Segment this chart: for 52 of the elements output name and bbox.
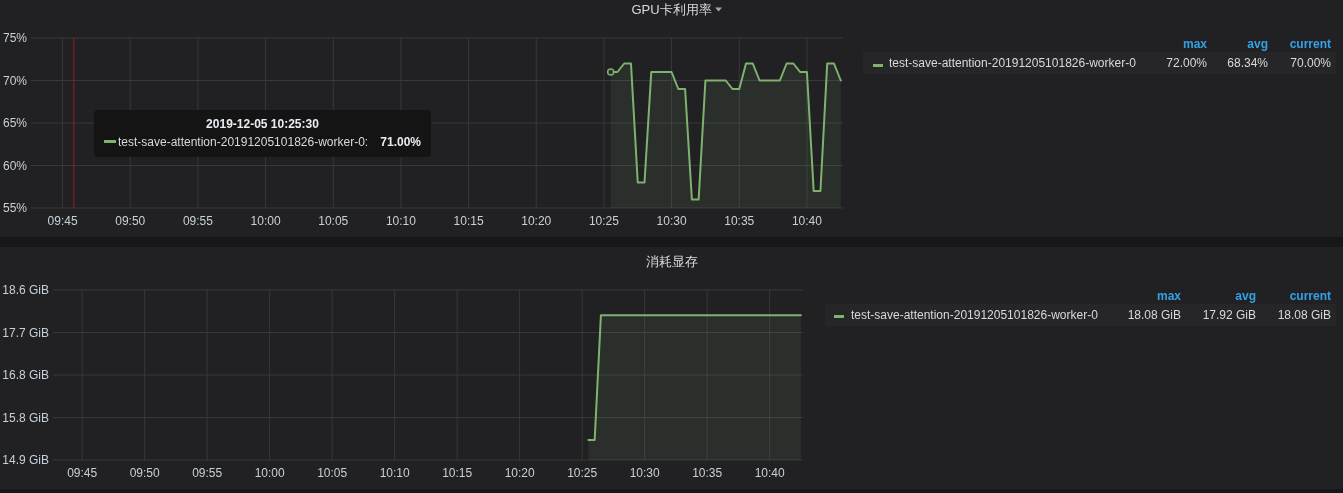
legend-label: test-save-attention-20191205101826-worker-0 [889,56,1137,70]
x-tick-label: 10:25 [567,466,598,480]
text: current [1289,37,1331,51]
x-tick-label: 10:05 [318,214,349,228]
x-tick-label: 09:55 [192,466,223,480]
text: 68.34% [1227,56,1269,70]
text: current [1289,289,1331,303]
x-tick-label: 10:15 [453,214,484,228]
x-tick-label: 10:35 [692,466,723,480]
x-tick-label: 09:55 [182,214,214,228]
x-tick-label: 09:45 [67,466,98,480]
text: max [1156,289,1182,303]
x-tick-label: 09:50 [129,466,161,480]
x-tick-label: 10:20 [521,214,552,228]
x-tick-label: 10:30 [629,466,661,480]
y-tick-label: 55% [2,201,28,215]
text: 18.08 GiB [1277,308,1331,322]
y-tick-label: 65% [2,116,28,130]
annotation: 2019-12-05 10:25:30 test-save-attention-20191205101826-worker-0: 71.00% [118,117,422,149]
text: 17.92 GiB [1202,308,1256,322]
x-tick-label: 10:25 [588,214,620,228]
y-tick-label: 18.6 GiB [2,283,49,297]
x-tick-label: 10:40 [754,466,786,480]
y-tick-label: 14.9 GiB [2,453,49,467]
text: 72.00% [1166,56,1208,70]
y-tick-label: 70% [2,73,28,88]
x-tick-label: 10:40 [791,214,823,228]
title: GPU卡利用率 [631,1,712,17]
y-tick-label: 60% [2,158,28,173]
x-tick-label: 10:05 [317,466,348,480]
x-tick-label: 10:00 [250,214,281,228]
y-tick-label: 75% [2,31,28,45]
x-tick-label: 10:20 [504,466,536,480]
x-tick-label: 09:45 [47,214,78,228]
text: avg [1235,289,1256,303]
y-tick-label: 15.8 GiB [2,410,49,425]
y-tick-label: 16.8 GiB [2,368,49,382]
x-tick-label: 10:30 [656,214,687,228]
text: max [1182,37,1208,51]
x-tick-label: 09:50 [115,214,146,228]
title: 消耗显存 [645,253,698,269]
text: 70.00% [1290,56,1332,70]
tooltip: 2019-12-05 10:25:30 test-save-attention-20191205101826-worker-0: 71.00% [94,110,431,157]
x-tick-label: 10:35 [724,214,755,228]
legend-label: test-save-attention-20191205101826-worker-0 [851,308,1099,322]
text: 18.08 GiB [1127,308,1181,322]
x-tick-label: 10:10 [385,214,417,228]
x-tick-label: 10:15 [442,466,473,480]
x-tick-label: 10:10 [379,466,411,480]
x-tick-label: 10:00 [254,466,286,480]
y-tick-label: 17.7 GiB [2,325,49,340]
text: avg [1247,37,1268,51]
